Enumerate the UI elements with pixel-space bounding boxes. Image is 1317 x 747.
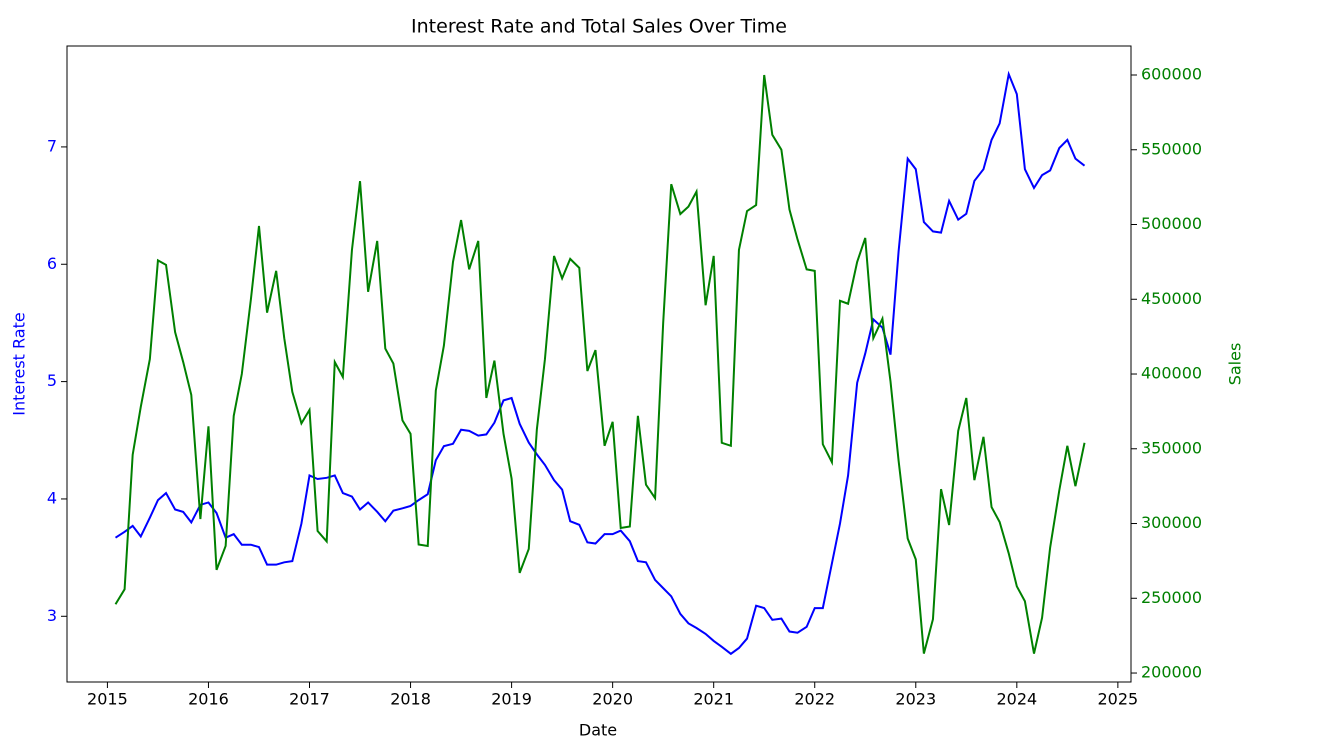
x-tick-label: 2019	[491, 690, 532, 709]
y-tick-label: 3	[47, 606, 57, 625]
y2-tick-label: 250000	[1141, 588, 1202, 607]
x-tick-label: 2024	[996, 690, 1037, 709]
line-series	[114, 74, 1086, 654]
x-tick-label: 2018	[390, 690, 431, 709]
y-axis-label: Interest Rate	[10, 312, 29, 415]
y2-axis-label: Sales	[1226, 343, 1245, 386]
x-tick-label: 2023	[895, 690, 936, 709]
y-tick-label: 6	[47, 254, 57, 273]
y2-tick-label: 600000	[1141, 65, 1202, 84]
x-tick-label: 2016	[188, 690, 229, 709]
chart-title: Interest Rate and Total Sales Over Time	[411, 16, 787, 38]
plot-frame	[66, 45, 1132, 683]
y2-tick-label: 200000	[1141, 663, 1202, 682]
y2-tick-label: 500000	[1141, 214, 1202, 233]
x-axis-label: Date	[579, 721, 617, 740]
x-tick-label: 2017	[289, 690, 330, 709]
y-tick-label: 7	[47, 136, 57, 155]
y2-tick-label: 300000	[1141, 513, 1202, 532]
x-tick-label: 2020	[592, 690, 633, 709]
line-series	[114, 70, 1086, 656]
x-tick-label: 2022	[794, 690, 835, 709]
y-tick-label: 5	[47, 371, 57, 390]
y2-tick-label: 400000	[1141, 364, 1202, 383]
y2-tick-label: 450000	[1141, 289, 1202, 308]
x-tick-label: 2021	[693, 690, 734, 709]
y2-tick-label: 550000	[1141, 139, 1202, 158]
x-tick-label: 2025	[1098, 690, 1139, 709]
x-tick-label: 2015	[87, 690, 128, 709]
y-tick-label: 4	[47, 488, 57, 507]
y2-tick-label: 350000	[1141, 438, 1202, 457]
